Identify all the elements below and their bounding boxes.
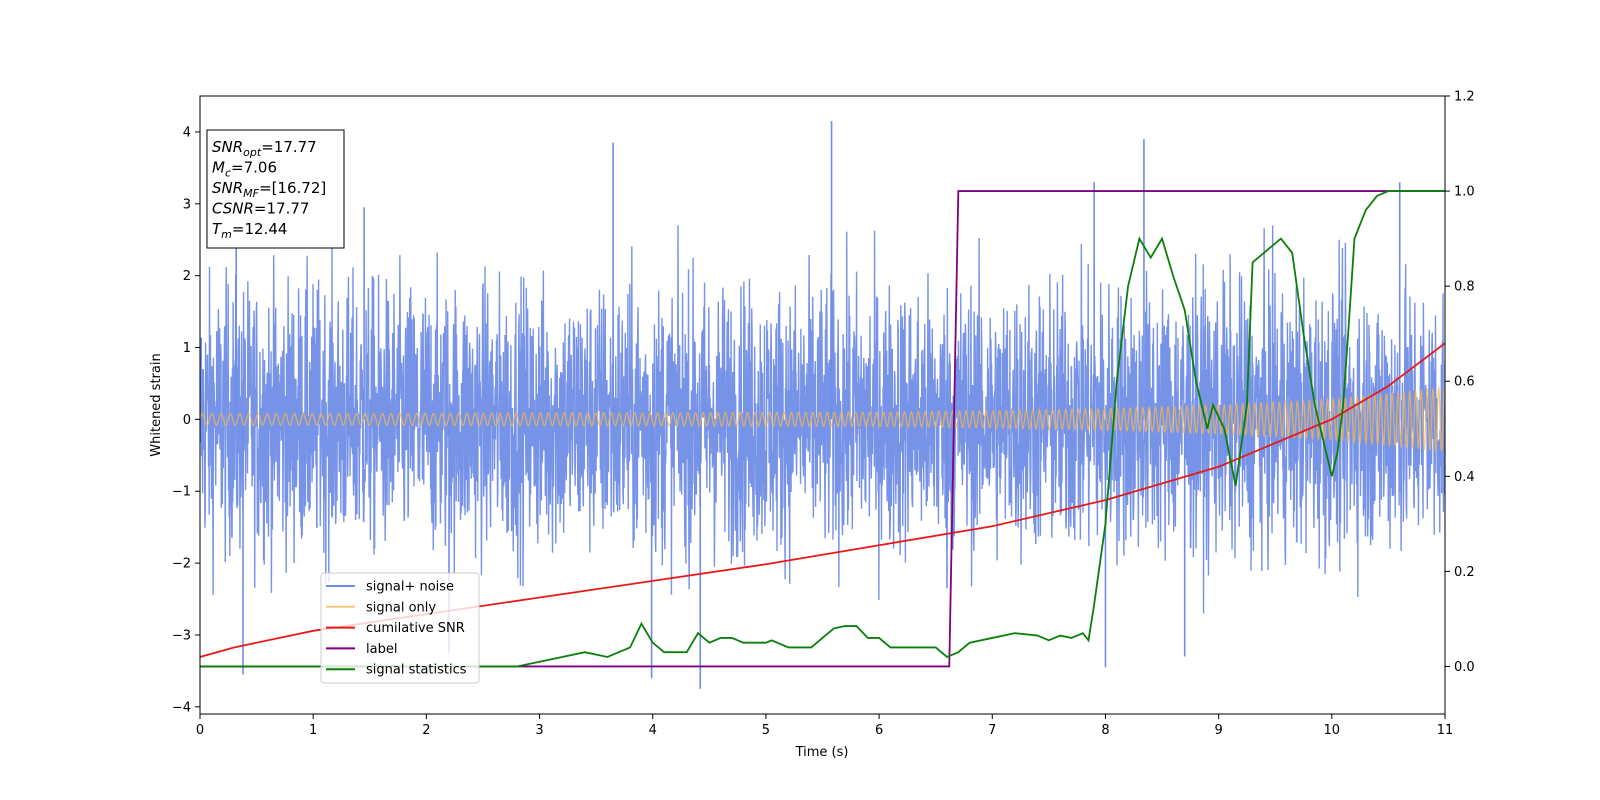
- x-tick-label: 4: [649, 723, 657, 738]
- y-left-tick-label: 3: [183, 197, 191, 212]
- x-tick-label: 11: [1437, 723, 1454, 738]
- x-tick-label: 10: [1324, 723, 1341, 738]
- x-tick-label: 0: [196, 723, 204, 738]
- y-left-tick-label: 1: [183, 341, 191, 356]
- y-left-tick-label: 2: [183, 269, 191, 284]
- legend-label: signal only: [366, 600, 436, 615]
- x-tick-label: 1: [309, 723, 317, 738]
- y-right-tick-label: 0.8: [1454, 280, 1475, 295]
- x-tick-label: 3: [535, 723, 543, 738]
- legend-label: signal statistics: [366, 663, 467, 678]
- y-right-tick-label: 0.2: [1454, 565, 1475, 580]
- info-box-line: SNRMF=[16.72]: [212, 179, 326, 200]
- x-tick-label: 6: [875, 723, 883, 738]
- y-axis-right: 0.0 0.2 0.4 0.6 0.8 1.0 1.2: [1445, 90, 1475, 675]
- y-right-tick-label: 0.0: [1454, 660, 1475, 675]
- x-axis: 0 1 2 3 4 5 6 7 8 9 10 11: [196, 714, 1453, 738]
- x-tick-label: 5: [762, 723, 770, 738]
- y-left-tick-label: −3: [172, 628, 191, 643]
- info-box: SNRopt=17.77Mc=7.06SNRMF=[16.72]CSNR=17.…: [206, 129, 345, 249]
- y-axis-left-label: Whitened strain: [149, 353, 164, 456]
- y-right-tick-label: 0.6: [1454, 375, 1475, 390]
- legend-label: signal+ noise: [366, 580, 454, 595]
- info-box-line: Tm=12.44: [212, 220, 287, 241]
- y-left-tick-label: −4: [172, 700, 191, 715]
- y-axis-left: −4 −3 −2 −1 0 1 2 3 4: [172, 125, 200, 715]
- series-signal-noise-line: [200, 225, 1445, 614]
- series-label-line: [200, 190, 1445, 668]
- x-tick-label: 7: [988, 723, 996, 738]
- y-left-tick-label: −1: [172, 485, 191, 500]
- y-left-tick-label: 0: [183, 413, 191, 428]
- legend-label: label: [366, 642, 397, 657]
- info-box-line: CSNR=17.77: [212, 200, 309, 218]
- legend-label: cumilative SNR: [366, 621, 465, 636]
- y-right-tick-label: 1.2: [1454, 90, 1475, 105]
- legend: signal+ noise signal only cumilative SNR la…: [320, 572, 480, 684]
- x-tick-label: 9: [1214, 723, 1222, 738]
- info-box-line: SNRopt=17.77: [212, 138, 317, 159]
- x-tick-label: 2: [422, 723, 430, 738]
- x-tick-label: 8: [1101, 723, 1109, 738]
- y-right-tick-label: 0.4: [1454, 470, 1475, 485]
- y-right-tick-label: 1.0: [1454, 185, 1475, 200]
- series-signal-statistics-line: [200, 190, 1445, 668]
- axes-frame: [199, 95, 1446, 715]
- info-box-frame: [206, 129, 345, 249]
- info-box-line: Mc=7.06: [212, 159, 277, 180]
- y-left-tick-label: 4: [183, 125, 191, 140]
- legend-frame: [320, 572, 480, 684]
- x-axis-label: Time (s): [795, 745, 849, 760]
- series-signal-only-line: [200, 385, 1445, 452]
- y-left-tick-label: −2: [172, 557, 191, 572]
